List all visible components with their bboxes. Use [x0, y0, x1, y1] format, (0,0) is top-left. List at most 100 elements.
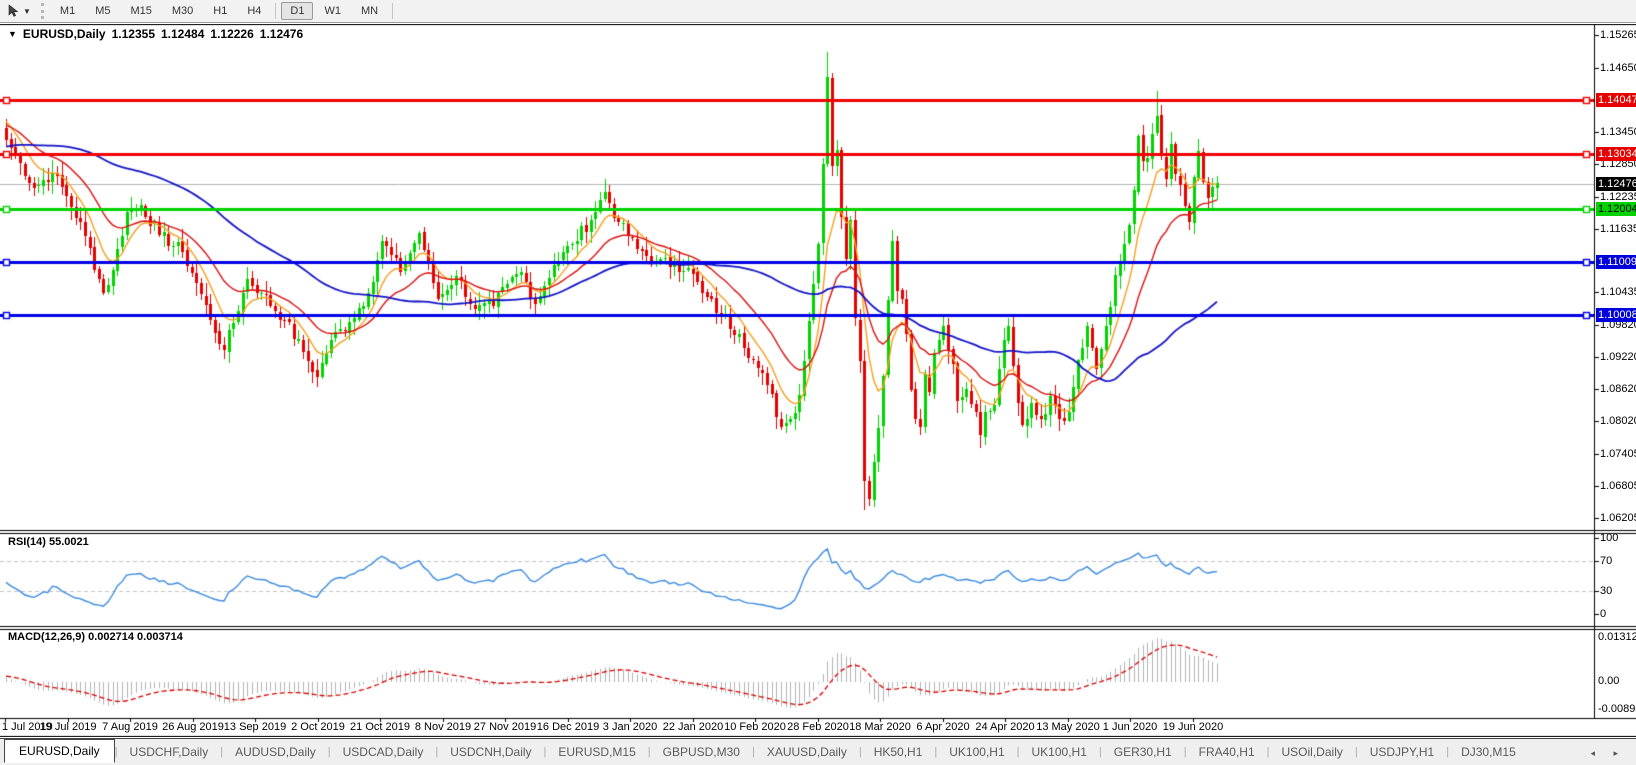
tab-divider: | [327, 746, 331, 758]
tab-divider: | [647, 746, 651, 758]
date-axis-label: 28 Feb 2020 [787, 721, 849, 733]
timeframe-button-w1[interactable]: W1 [324, 5, 341, 17]
price-badge-1-12004: 1.12004 [1596, 201, 1636, 216]
macd-scale: 0.013121 [1598, 631, 1636, 643]
timeframe-button-h4[interactable]: H4 [247, 5, 262, 17]
price-badge-1-10008: 1.10008 [1596, 308, 1636, 323]
price-axis-tick: 1.13450 [1600, 125, 1636, 138]
timeframe-button-m15[interactable]: M15 [130, 5, 152, 17]
toolbar-separator [392, 3, 394, 19]
chevron-down-icon[interactable]: ▼ [23, 6, 31, 16]
price-axis-tick: 1.06805 [1600, 480, 1636, 492]
price-badge-1-13034: 1.13034 [1596, 146, 1636, 161]
tab-divider: | [1354, 746, 1358, 758]
chart-tab-usdchf-daily[interactable]: USDCHF,Daily [129, 745, 209, 759]
chart-tab-bar: EURUSD,Daily | USDCHF,Daily | AUDUSD,Daily | U… [0, 738, 1636, 765]
tab-divider: | [114, 746, 118, 758]
timeframe-button-m1[interactable]: M1 [59, 5, 76, 17]
date-axis-label: 16 Dec 2019 [536, 721, 600, 733]
tab-divider: | [934, 746, 938, 758]
date-axis-label: 24 Apr 2020 [975, 721, 1035, 733]
tab-divider: | [1266, 746, 1270, 758]
ohlc-close: 1.12476 [259, 27, 304, 41]
chart-tab-dj30-m15[interactable]: DJ30,M15 [1461, 745, 1516, 759]
chart-tab-fra40-h1[interactable]: FRA40,H1 [1198, 745, 1255, 759]
price-badge-1-14047: 1.14047 [1596, 92, 1636, 107]
timeframe-button-mn[interactable]: MN [360, 5, 379, 17]
date-axis-label: 18 Mar 2020 [849, 721, 911, 733]
tab-divider: | [1446, 746, 1450, 758]
date-axis-label: 3 Jan 2020 [602, 721, 658, 733]
tab-divider: | [1098, 746, 1102, 758]
tab-scroll-arrows[interactable]: ◂ ▸ [1590, 748, 1626, 758]
chart-tab-uk100-h1[interactable]: UK100,H1 [1031, 745, 1087, 759]
macd-indicator-label: MACD(12,26,9) 0.002714 0.003714 [8, 631, 183, 643]
rsi-scale-30: 30 [1600, 585, 1613, 598]
pointer-icon [8, 4, 19, 17]
chart-symbol-period: EURUSD,Daily [22, 27, 106, 41]
toolbar-separator [275, 3, 277, 19]
ohlc-low: 1.12226 [210, 27, 254, 41]
chart-tab-xauusd-daily[interactable]: XAUUSD,Daily [766, 745, 847, 759]
date-axis-label: 21 Oct 2019 [350, 721, 410, 733]
ohlc-high: 1.12484 [161, 27, 205, 41]
chart-title: ▼ EURUSD,Daily 1.12355 1.12484 1.12226 1… [8, 27, 303, 41]
rsi-scale-100: 100 [1600, 532, 1619, 544]
price-badge-1-12476: 1.12476 [1596, 176, 1636, 191]
price-axis-tick: 1.11635 [1600, 222, 1636, 235]
chart-tab-usdcnh-daily[interactable]: USDCNH,Daily [450, 745, 532, 759]
chart-tab-usoil-daily[interactable]: USOil,Daily [1281, 745, 1343, 759]
price-axis-tick: 1.15265 [1600, 29, 1636, 41]
chart-tab-eurusd-m15[interactable]: EURUSD,M15 [558, 745, 636, 759]
tab-divider: | [1016, 746, 1020, 758]
chart-tab-eurusd-daily[interactable]: EURUSD,Daily [4, 739, 115, 763]
tab-divider: | [435, 746, 439, 758]
chart-tab-usdjpy-h1[interactable]: USDJPY,H1 [1369, 745, 1435, 759]
rsi-scale-70: 70 [1600, 554, 1613, 567]
date-axis-label: 19 Jun 2020 [1162, 721, 1224, 733]
date-axis-label: 7 Aug 2019 [102, 721, 158, 733]
price-badge-1-11009: 1.11009 [1596, 254, 1636, 269]
price-axis-tick: 1.09820 [1600, 319, 1636, 332]
date-axis-label: 6 Apr 2020 [916, 721, 970, 733]
price-chart-canvas[interactable] [0, 24, 1636, 737]
chart-tab-hk50-h1[interactable]: HK50,H1 [873, 745, 923, 759]
tab-divider: | [1183, 746, 1187, 758]
toolbar-grip-handle[interactable] [40, 3, 44, 19]
chart-tab-ger30-h1[interactable]: GER30,H1 [1113, 745, 1172, 759]
top-toolbar: ▼ M1 M5 M15 M30 H1 H4 D1 W1 MN [0, 0, 1636, 23]
date-axis-label: 27 Nov 2019 [473, 721, 537, 733]
chart-tab-gbpusd-m30[interactable]: GBPUSD,M30 [662, 745, 740, 759]
price-axis-tick: 1.08020 [1600, 415, 1636, 428]
date-axis-label: 19 Jul 2019 [39, 721, 97, 733]
cursor-tool-button[interactable]: ▼ [3, 2, 35, 20]
timeframe-button-h1[interactable]: H1 [213, 5, 228, 17]
tab-divider: | [751, 746, 755, 758]
rsi-indicator-label: RSI(14) 55.0021 [8, 536, 89, 548]
price-axis-tick: 1.07405 [1600, 448, 1636, 461]
price-axis-tick: 1.08620 [1600, 383, 1636, 396]
timeframe-button-m5[interactable]: M5 [95, 5, 111, 17]
price-axis-tick: 1.12235 [1600, 190, 1636, 203]
collapse-triangle-icon[interactable]: ▼ [8, 29, 17, 39]
chart-tab-uk100-h1[interactable]: UK100,H1 [949, 745, 1005, 759]
date-axis-label: 10 Feb 2020 [724, 721, 786, 733]
price-axis-tick: 1.14650 [1600, 61, 1636, 74]
price-axis-tick: 1.06205 [1600, 512, 1636, 524]
price-axis-tick: 1.10435 [1600, 286, 1636, 299]
tab-divider: | [220, 746, 224, 758]
macd-scale: -0.00893 [1598, 703, 1636, 715]
date-axis-label: 1 Jun 2020 [1102, 721, 1158, 733]
date-axis-label: 13 Sep 2019 [223, 721, 287, 733]
macd-scale: 0.00 [1598, 675, 1620, 687]
timeframe-button-m30[interactable]: M30 [171, 5, 194, 17]
chart-tab-usdcad-daily[interactable]: USDCAD,Daily [342, 745, 424, 759]
rsi-scale-0: 0 [1600, 608, 1607, 620]
timeframe-button-d1[interactable]: D1 [281, 2, 314, 20]
chart-tab-audusd-daily[interactable]: AUDUSD,Daily [235, 745, 316, 759]
date-axis-label: 2 Oct 2019 [291, 721, 345, 733]
tab-divider: | [858, 746, 862, 758]
tab-divider: | [543, 746, 547, 758]
chart-window: ▼ EURUSD,Daily 1.12355 1.12484 1.12226 1… [0, 23, 1636, 737]
date-axis-label: 13 May 2020 [1036, 721, 1100, 733]
